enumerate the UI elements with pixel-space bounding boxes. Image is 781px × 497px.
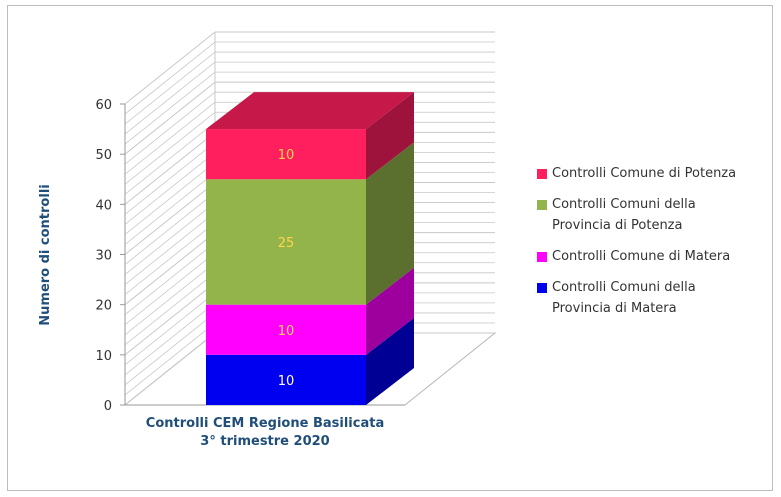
grid-diagonal-line — [124, 252, 216, 326]
grid-diagonal-line — [124, 111, 216, 185]
y-axis-label: Numero di controlli — [38, 184, 53, 325]
legend-label-potenza-provincia: Controlli Comuni della Provincia di Pote… — [552, 197, 696, 233]
grid-diagonal-line — [124, 272, 216, 346]
value-label-3: 10 — [278, 148, 295, 163]
bar-side-2 — [366, 142, 414, 305]
legend-item-potenza-comune: Controlli Comune di Potenza — [537, 163, 772, 184]
chart-value-labels: 10 10 25 10 — [278, 148, 295, 389]
grid-diagonal-line — [124, 322, 216, 396]
grid-diagonal-line — [124, 202, 216, 275]
grid-diagonal-line — [124, 182, 216, 255]
chart-legend: Controlli Comune di Potenza Controlli Co… — [537, 163, 772, 329]
y-tick-label: 10 — [95, 349, 112, 364]
chart-bars — [206, 92, 414, 405]
y-tick-label: 0 — [104, 399, 112, 414]
x-axis-category-label-line: Controlli CEM Regione Basilicata — [146, 416, 384, 431]
legend-item-matera-comune: Controlli Comune di Matera — [537, 246, 772, 267]
bar-side-0 — [366, 317, 414, 405]
grid-diagonal-line — [124, 192, 216, 265]
y-tick-label: 60 — [95, 98, 112, 113]
legend-label-matera-provincia: Controlli Comuni della Provincia di Mate… — [552, 280, 696, 316]
grid-diagonal-line — [124, 41, 216, 115]
grid-diagonal-line — [124, 121, 216, 195]
legend-swatch-matera-comune — [537, 252, 547, 262]
grid-diagonal-line — [124, 232, 216, 306]
bar-side-1 — [366, 267, 414, 355]
value-label-2: 25 — [278, 236, 295, 251]
legend-swatch-potenza-provincia — [537, 200, 547, 210]
value-label-0: 10 — [278, 374, 295, 389]
value-label-1: 10 — [278, 324, 295, 339]
grid-diagonal-line — [124, 31, 216, 105]
x-axis-category-label-line: 3° trimestre 2020 — [200, 434, 329, 449]
x-axis-category-label: Controlli CEM Regione Basilicata 3° trime… — [146, 416, 384, 449]
bar-top-face — [206, 92, 414, 130]
legend-label-matera-comune: Controlli Comune di Matera — [552, 249, 731, 264]
grid-diagonal-line — [124, 212, 216, 285]
legend-item-matera-provincia: Controlli Comuni della Provincia di Mate… — [537, 277, 772, 319]
grid-diagonal-line — [124, 71, 216, 145]
legend-swatch-potenza-comune — [537, 169, 547, 179]
grid-diagonal-line — [124, 131, 216, 205]
grid-diagonal-line — [124, 91, 216, 165]
bar-segment-3 — [206, 129, 366, 180]
grid-diagonal-line — [124, 152, 216, 225]
grid-diagonal-line — [124, 81, 216, 155]
grid-diagonal-line — [124, 172, 216, 245]
bar-side-3 — [366, 92, 414, 180]
y-tick-label: 20 — [95, 299, 112, 314]
legend-label-potenza-comune: Controlli Comune di Potenza — [552, 166, 737, 181]
grid-diagonal-line — [124, 51, 216, 125]
grid-diagonal-line — [124, 61, 216, 135]
grid-diagonal-line — [124, 242, 216, 316]
legend-swatch-matera-provincia — [537, 283, 547, 293]
grid-diagonal-line — [124, 262, 216, 336]
grid-diagonal-line — [124, 282, 216, 356]
y-tick-label: 40 — [95, 198, 112, 213]
grid-diagonal-line — [124, 302, 216, 376]
y-tick-label: 30 — [95, 249, 112, 264]
grid-diagonal-line — [124, 162, 216, 235]
bar-segment-1 — [206, 304, 366, 355]
chart-axes: 0 10 20 30 40 50 60 — [95, 98, 405, 414]
bar-segment-2 — [206, 179, 366, 305]
grid-diagonal-line — [124, 222, 216, 295]
y-tick-label: 50 — [95, 148, 112, 163]
legend-item-potenza-provincia: Controlli Comuni della Provincia di Pote… — [537, 194, 772, 236]
grid-diagonal-line — [124, 312, 216, 386]
bar-segment-0 — [206, 354, 366, 405]
grid-diagonal-line — [124, 332, 216, 406]
grid-diagonal-line — [124, 101, 216, 175]
grid-diagonal-line — [124, 142, 216, 215]
grid-diagonal-line — [124, 292, 216, 366]
